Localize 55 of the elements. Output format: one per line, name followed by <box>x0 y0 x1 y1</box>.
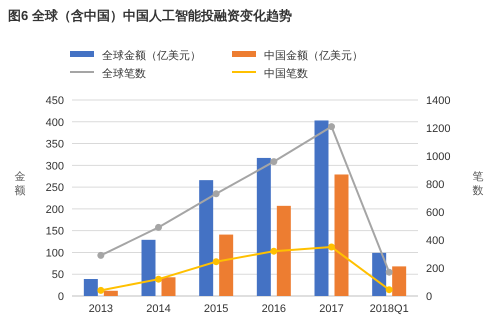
y-tick-label: 200 <box>46 204 64 216</box>
point <box>212 258 220 266</box>
bar <box>314 120 328 296</box>
y-tick-label: 300 <box>46 160 64 172</box>
legend-label: 中国金额（亿美元） <box>264 49 363 62</box>
y-tick-label: 250 <box>46 182 64 194</box>
point <box>328 123 335 130</box>
bar <box>392 266 406 296</box>
y2-tick-label: 1000 <box>426 151 450 163</box>
point <box>155 276 162 283</box>
bar <box>276 206 291 296</box>
point <box>328 244 335 250</box>
bar <box>104 290 118 296</box>
legend-label: 中国笔数 <box>264 67 308 80</box>
bar <box>84 279 98 296</box>
y2-axis-title: 笔数 <box>472 171 484 197</box>
x-tick-label: 2018Q1 <box>370 303 409 315</box>
bar <box>199 180 214 296</box>
legend-label: 全球金额（亿美元） <box>102 49 201 62</box>
x-tick-label: 2015 <box>204 303 228 315</box>
y-tick-label: 50 <box>52 269 64 282</box>
y2-tick-label: 600 <box>426 207 444 219</box>
bar <box>372 252 386 296</box>
y2-tick-label: 1200 <box>426 123 450 135</box>
x-tick-label: 2016 <box>262 303 286 315</box>
point <box>386 268 393 276</box>
point <box>97 252 104 259</box>
point <box>155 224 162 231</box>
bar <box>256 158 271 296</box>
y-tick-label: 100 <box>46 247 64 260</box>
bar <box>162 277 176 296</box>
y2-tick-label: 800 <box>426 179 444 191</box>
bar <box>219 234 234 296</box>
y2-tick-label: 1400 <box>426 95 450 107</box>
point <box>270 158 278 166</box>
x-tick-label: 2013 <box>88 303 114 315</box>
bar <box>142 240 156 296</box>
y-tick-label: 150 <box>46 226 64 238</box>
point <box>270 248 278 255</box>
x-tick-label: 2017 <box>319 303 344 315</box>
x-tick-label: 2014 <box>146 303 171 315</box>
y-tick-label: 0 <box>58 291 64 303</box>
y2-tick-label: 400 <box>426 235 444 247</box>
point <box>97 286 104 294</box>
y-tick-label: 400 <box>46 116 64 129</box>
point <box>212 190 220 198</box>
chart-title: 图6 全球（含中国）中国人工智能投融资变化趋势 <box>8 8 292 23</box>
legend-label: 全球笔数 <box>102 67 146 80</box>
point <box>386 286 393 294</box>
bar <box>334 174 348 296</box>
y-tick-label: 350 <box>46 138 64 151</box>
y-axis-title: 金额 <box>14 171 26 197</box>
y2-tick-label: 200 <box>426 263 444 275</box>
y-tick-label: 450 <box>46 95 64 107</box>
y2-tick-label: 0 <box>426 291 432 303</box>
